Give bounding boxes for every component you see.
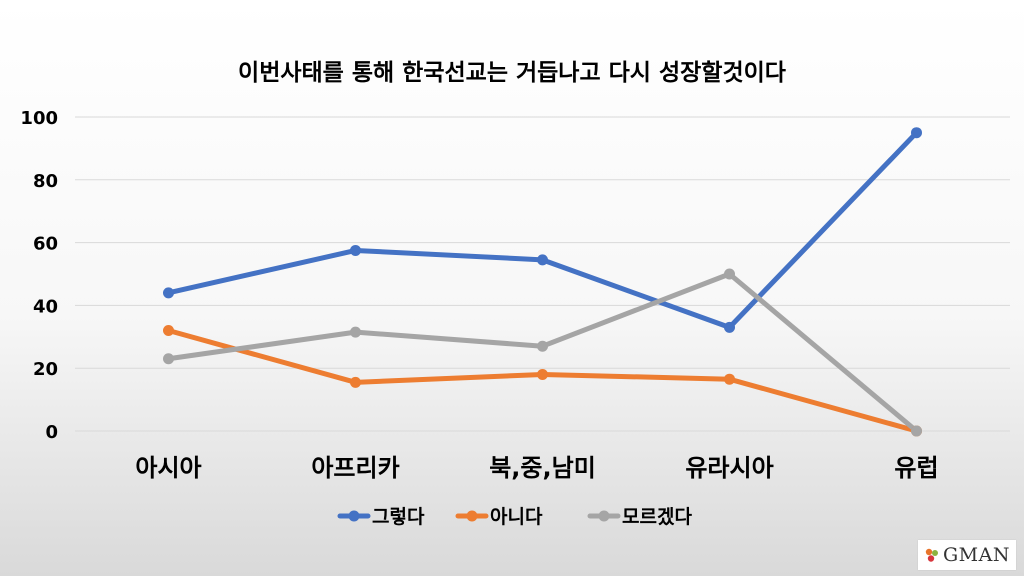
x-tick-label: 아시아: [135, 454, 201, 482]
y-tick-label: 0: [45, 422, 58, 443]
data-point: [163, 325, 174, 337]
legend-label: 그렇다: [372, 506, 425, 528]
data-point: [537, 340, 548, 352]
y-tick-label: 20: [33, 359, 58, 380]
legend-swatch-marker: [348, 510, 360, 522]
legend-swatch-marker: [466, 510, 478, 522]
series-line-3: [166, 271, 919, 434]
gman-logo: GMAN: [918, 540, 1016, 570]
data-point: [537, 254, 548, 266]
data-point: [350, 376, 361, 388]
data-point: [163, 287, 174, 299]
legend-label: 모르겠다: [622, 506, 692, 528]
gman-logo-icon: [925, 548, 938, 562]
gman-logo-text: GMAN: [943, 544, 1010, 566]
data-point: [350, 326, 361, 338]
data-point: [537, 368, 548, 380]
data-point: [163, 353, 174, 365]
y-tick-label: 40: [33, 296, 58, 317]
data-point: [724, 373, 735, 385]
data-point: [724, 268, 735, 280]
data-point: [350, 244, 361, 256]
x-tick-label: 유럽: [894, 454, 938, 482]
legend-label: 아니다: [490, 506, 543, 528]
data-point: [724, 321, 735, 333]
y-tick-label: 100: [20, 108, 58, 129]
legend-swatch-marker: [598, 510, 610, 522]
chart-title: 이번사태를 통해 한국선교는 거듭나고 다시 성장할것이다: [238, 60, 786, 86]
x-tick-label: 유라시아: [685, 454, 773, 482]
y-tick-label: 60: [33, 234, 58, 255]
series-line-1: [166, 130, 919, 330]
data-point: [911, 425, 922, 437]
y-tick-label: 80: [33, 171, 58, 192]
x-tick-label: 아프리카: [311, 454, 399, 482]
data-point: [911, 127, 922, 139]
x-tick-label: 북,중,남미: [489, 454, 596, 482]
